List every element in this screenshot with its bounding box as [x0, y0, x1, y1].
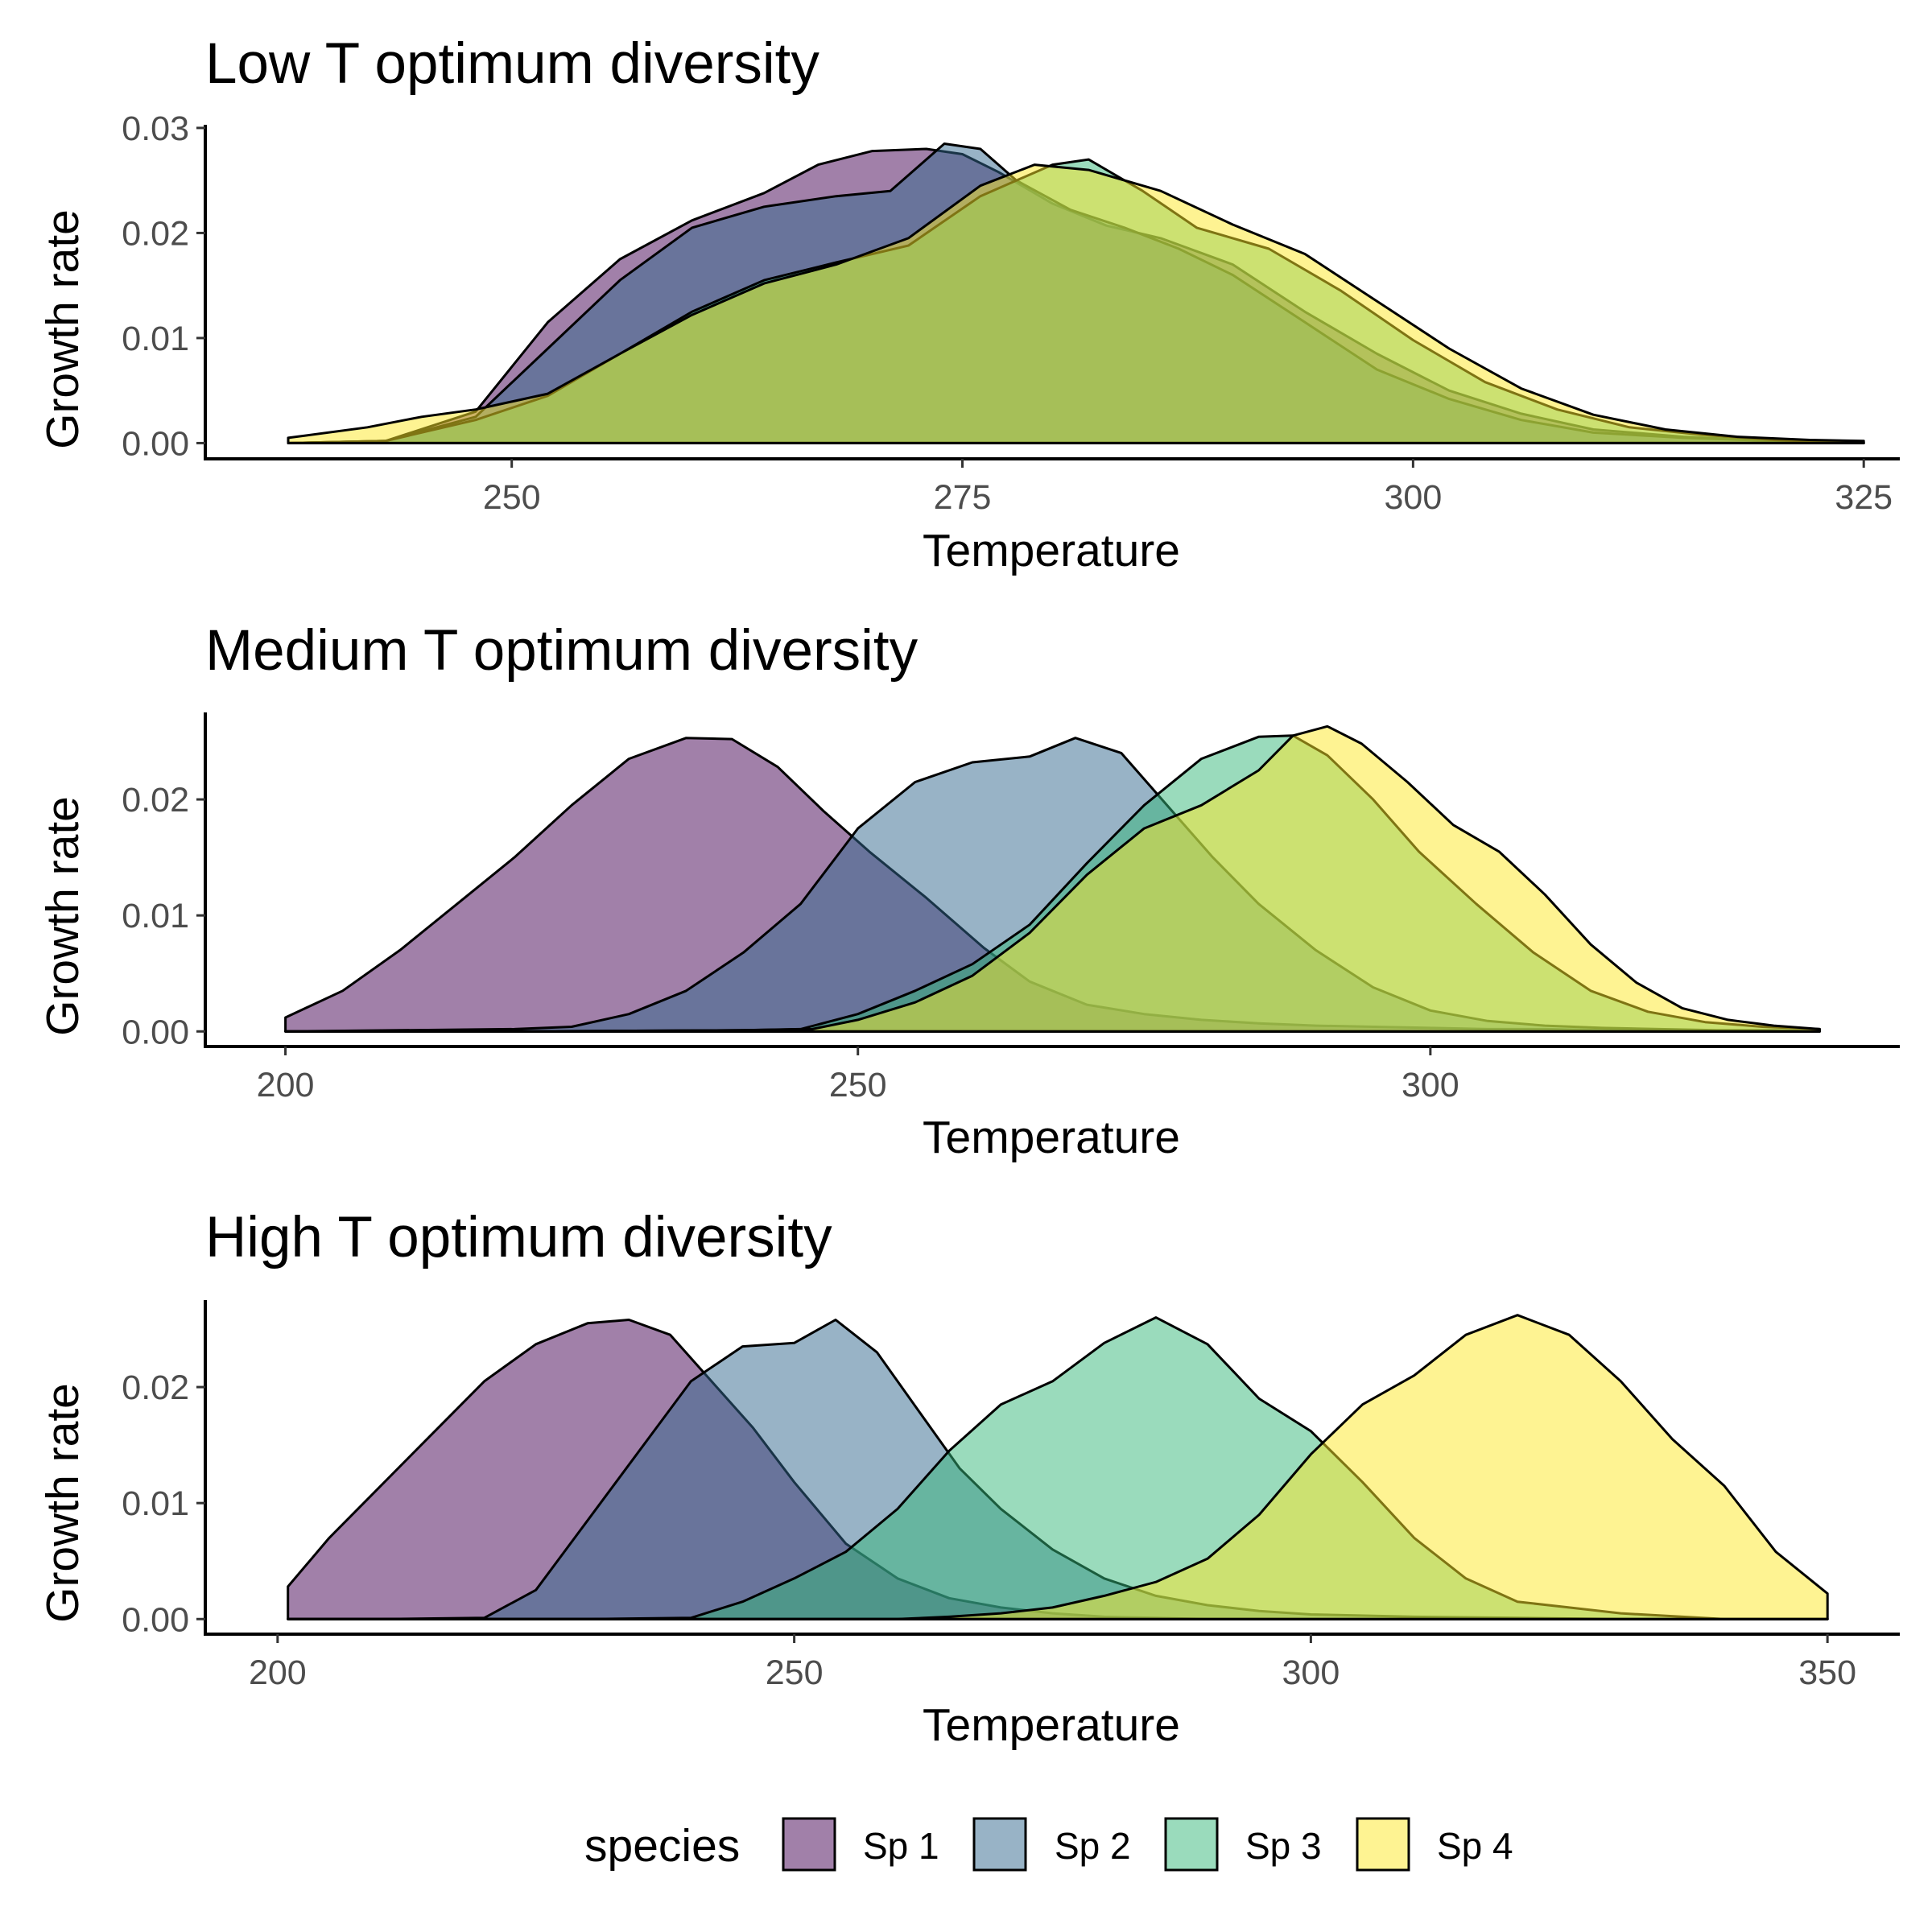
- y-tick-label: 0.00: [122, 1013, 189, 1051]
- y-tick-label: 0.01: [122, 320, 189, 358]
- legend-item-sp1: Sp 1: [782, 1817, 939, 1872]
- x-tick-label: 275: [934, 478, 992, 517]
- plot-area: 250 275 300 325 0.00 0.01 0.02 0.03: [122, 109, 1900, 517]
- panel-title: Low T optimum diversity: [205, 32, 819, 96]
- x-axis-title: Temperature: [923, 1699, 1180, 1751]
- legend-key: [1356, 1817, 1410, 1872]
- plot-area: 200 250 300 0.00 0.01 0.02: [122, 712, 1900, 1104]
- legend-label: Sp 2: [1055, 1825, 1131, 1867]
- x-tick-label: 350: [1798, 1653, 1856, 1692]
- legend-label: Sp 3: [1245, 1825, 1322, 1867]
- y-tick-label: 0.02: [122, 781, 189, 819]
- plot-area: 200 250 300 350 0.00 0.01 0.02: [122, 1300, 1900, 1692]
- panel-medium: Medium T optimum diversity Growth rate T…: [37, 619, 1900, 1163]
- panel-title: Medium T optimum diversity: [205, 619, 919, 683]
- density-area-sp4: [287, 1314, 1829, 1620]
- legend: species Sp 1 Sp 2 Sp 3 Sp 4: [584, 1817, 1513, 1872]
- density-area-sp4: [284, 724, 1821, 1033]
- y-tick-label: 0.01: [122, 1484, 189, 1523]
- x-tick-label: 300: [1384, 478, 1442, 517]
- y-tick-label: 0.00: [122, 1600, 189, 1639]
- legend-title: species: [584, 1820, 740, 1872]
- legend-item-sp4: Sp 4: [1356, 1817, 1513, 1872]
- y-tick-label: 0.00: [122, 424, 189, 463]
- panel-high: High T optimum diversity Growth rate Tem…: [37, 1206, 1900, 1751]
- y-tick-label: 0.03: [122, 109, 189, 148]
- x-axis-title: Temperature: [923, 525, 1180, 576]
- legend-label: Sp 1: [863, 1825, 939, 1867]
- x-tick-label: 250: [483, 478, 541, 517]
- density-area-sp4: [287, 163, 1865, 444]
- panel-low: Low T optimum diversity Growth rate Temp…: [37, 32, 1900, 576]
- y-tick-label: 0.01: [122, 897, 189, 935]
- legend-item-sp2: Sp 2: [972, 1817, 1131, 1872]
- y-tick-label: 0.02: [122, 214, 189, 253]
- x-tick-label: 300: [1402, 1066, 1459, 1104]
- legend-item-sp3: Sp 3: [1164, 1817, 1322, 1872]
- y-axis-title: Growth rate: [37, 1383, 89, 1623]
- x-tick-label: 300: [1282, 1653, 1340, 1692]
- y-axis-title: Growth rate: [37, 209, 89, 449]
- y-tick-label: 0.02: [122, 1368, 189, 1407]
- legend-key: [782, 1817, 836, 1872]
- y-axis-title: Growth rate: [37, 796, 89, 1036]
- x-tick-label: 250: [829, 1066, 887, 1104]
- x-tick-label: 200: [257, 1066, 315, 1104]
- legend-key: [972, 1817, 1027, 1872]
- panel-title: High T optimum diversity: [205, 1206, 832, 1269]
- x-tick-label: 325: [1835, 478, 1893, 517]
- legend-key: [1164, 1817, 1219, 1872]
- x-tick-label: 250: [766, 1653, 824, 1692]
- legend-label: Sp 4: [1437, 1825, 1513, 1867]
- x-axis-title: Temperature: [923, 1112, 1180, 1163]
- x-tick-label: 200: [249, 1653, 307, 1692]
